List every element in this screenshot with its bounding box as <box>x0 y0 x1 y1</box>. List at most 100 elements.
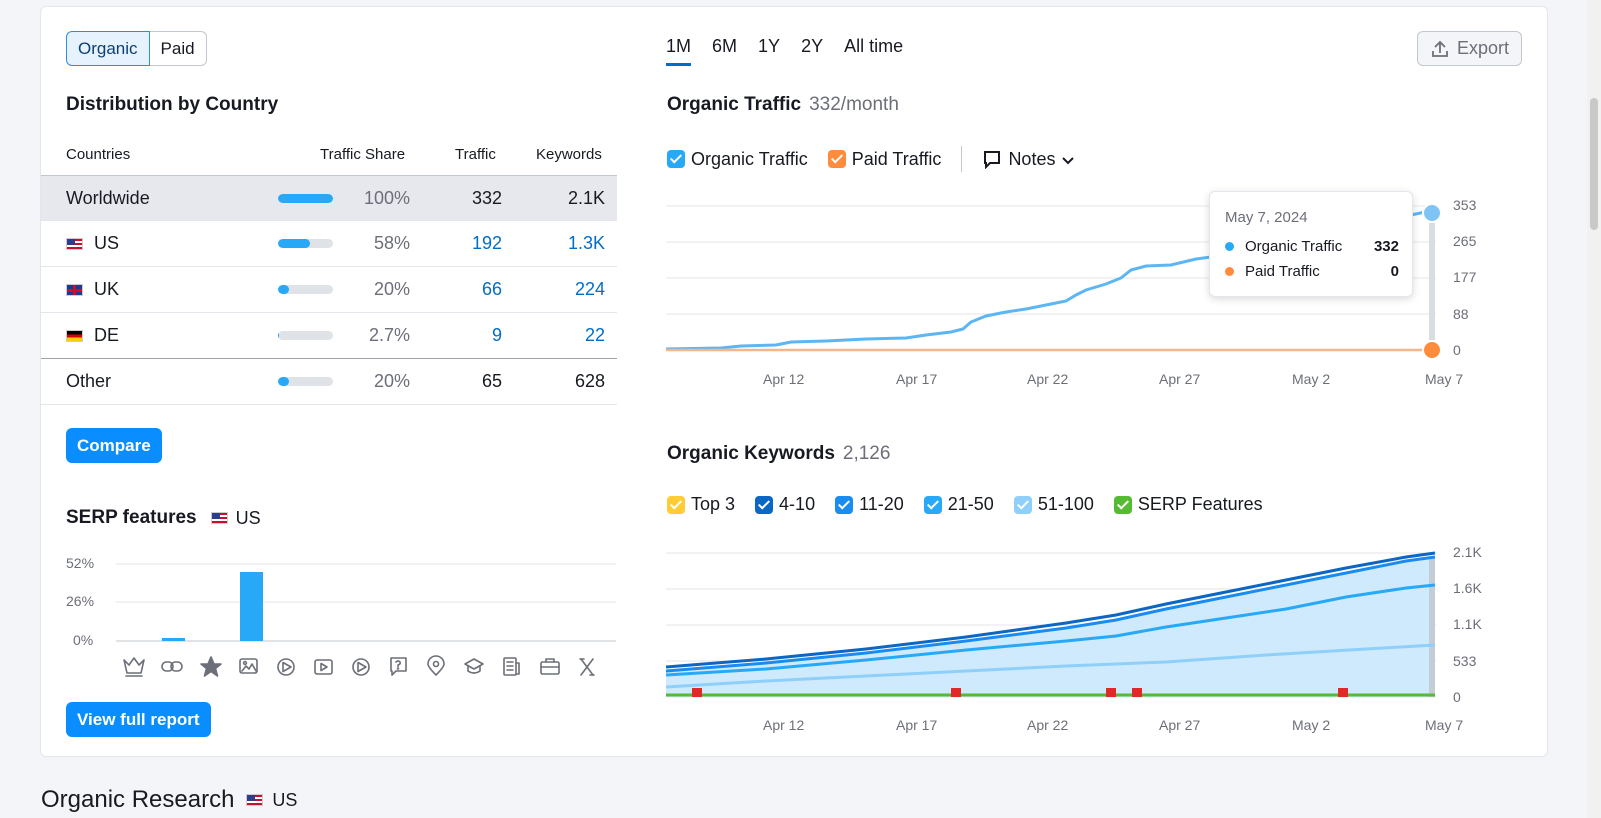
table-row-de[interactable]: DE 2.7% 9 22 <box>41 313 617 359</box>
keywords-y-tick: 2.1K <box>1453 544 1482 560</box>
keywords-x-tick: Apr 17 <box>896 717 938 733</box>
x-icon[interactable] <box>579 658 595 676</box>
traffic-link[interactable]: 192 <box>471 233 502 253</box>
share-value: 20% <box>373 279 410 299</box>
crown-icon[interactable] <box>123 657 145 677</box>
legend-top-3[interactable]: Top 3 <box>667 494 735 515</box>
news-icon[interactable] <box>503 657 520 676</box>
checkbox-icon <box>835 495 854 514</box>
legend-serp-features[interactable]: SERP Features <box>1113 494 1263 515</box>
traffic-link[interactable]: 9 <box>491 325 502 345</box>
checkbox-icon <box>755 495 774 514</box>
scrollbar-thumb[interactable] <box>1590 98 1598 230</box>
uk-flag-icon <box>66 283 83 296</box>
share-value: 100% <box>363 188 410 208</box>
notes-icon <box>984 151 1001 169</box>
table-row-us[interactable]: US 58% 192 1.3K <box>41 221 617 267</box>
tab-6m[interactable]: 6M <box>712 36 738 56</box>
traffic-x-tick: Apr 17 <box>896 371 938 387</box>
star-icon[interactable] <box>200 656 222 677</box>
serp-title: SERP features <box>66 507 197 528</box>
education-icon[interactable] <box>464 658 484 674</box>
view-full-report-button[interactable]: View full report <box>66 702 211 737</box>
organic-research-title: Organic Research <box>41 786 235 813</box>
share-bar <box>278 239 333 248</box>
checkbox-icon <box>667 150 685 168</box>
link-icon[interactable] <box>161 661 183 672</box>
image-icon[interactable] <box>239 658 258 674</box>
traffic-x-tick: Apr 22 <box>1027 371 1069 387</box>
serp-y-tick: 52% <box>66 555 95 571</box>
us-flag-icon <box>210 512 228 524</box>
period-tabs: 1M 6M 1Y 2Y All time <box>666 36 924 66</box>
keywords-x-tick: May 2 <box>1292 717 1331 733</box>
keywords-value: 628 <box>574 371 605 391</box>
serp-y-tick: 26% <box>66 593 95 609</box>
note-flag-icon[interactable] <box>1106 688 1116 697</box>
tab-1y[interactable]: 1Y <box>758 36 781 56</box>
legend-paid-traffic[interactable]: Paid Traffic <box>827 149 941 170</box>
legend-51-100[interactable]: 51-100 <box>1013 494 1094 515</box>
tab-2y[interactable]: 2Y <box>801 36 824 56</box>
export-icon <box>1432 40 1448 57</box>
traffic-value: 332 <box>471 188 502 208</box>
legend-divider <box>961 146 963 172</box>
legend-11-20[interactable]: 11-20 <box>835 494 904 515</box>
note-flag-icon[interactable] <box>951 688 961 697</box>
keywords-link[interactable]: 22 <box>584 325 605 345</box>
organic-paid-toggle: Organic Paid <box>66 31 207 66</box>
serp-country: US <box>235 507 261 528</box>
compare-button[interactable]: Compare <box>66 428 162 463</box>
checkbox-icon <box>667 495 685 514</box>
legend-organic-traffic[interactable]: Organic Traffic <box>667 149 808 170</box>
keywords-11-20-line[interactable] <box>666 555 1436 673</box>
video-player-icon[interactable] <box>314 659 333 675</box>
col-keywords[interactable]: Keywords <box>536 146 602 163</box>
serp-bar-image[interactable] <box>240 572 263 641</box>
country-name: Other <box>66 371 112 391</box>
keywords-link[interactable]: 224 <box>574 279 605 299</box>
tab-all-time[interactable]: All time <box>844 36 904 56</box>
traffic-link[interactable]: 66 <box>481 279 502 299</box>
col-countries: Countries <box>66 146 131 163</box>
tab-1m[interactable]: 1M <box>666 36 692 66</box>
play-icon[interactable] <box>352 658 370 676</box>
table-row-worldwide[interactable]: Worldwide 100% 332 2.1K <box>41 175 617 221</box>
col-traffic[interactable]: Traffic <box>455 146 496 163</box>
keywords-link[interactable]: 1.3K <box>567 233 605 253</box>
share-value: 20% <box>373 371 410 391</box>
organic-hover-dot[interactable] <box>1422 203 1442 223</box>
organic-toggle[interactable]: Organic <box>66 31 150 66</box>
traffic-y-tick: 88 <box>1453 306 1469 322</box>
keywords-x-tick: Apr 22 <box>1027 717 1069 733</box>
keywords-4-10-line[interactable] <box>666 551 1436 669</box>
serp-bar-link[interactable] <box>162 638 185 641</box>
legend-4-10[interactable]: 4-10 <box>755 494 815 515</box>
table-row-uk[interactable]: UK 20% 66 224 <box>41 267 617 313</box>
share-value: 2.7% <box>368 325 410 345</box>
export-label: Export <box>1457 38 1510 58</box>
checkbox-icon <box>923 495 942 514</box>
keywords-21-50-line[interactable] <box>666 583 1436 677</box>
paid-hover-dot[interactable] <box>1422 340 1442 360</box>
paid-toggle[interactable]: Paid <box>149 31 207 66</box>
organic-dot-icon <box>1225 242 1234 251</box>
keywords-51-100-line[interactable] <box>666 643 1436 689</box>
keywords-y-tick: 1.6K <box>1453 580 1482 596</box>
traffic-x-tick: May 2 <box>1292 371 1331 387</box>
location-icon[interactable] <box>427 655 445 676</box>
note-flag-icon[interactable] <box>692 688 702 697</box>
page-scrollbar[interactable] <box>1587 0 1601 818</box>
export-button[interactable]: Export <box>1417 31 1522 66</box>
jobs-icon[interactable] <box>540 658 560 675</box>
note-flag-icon[interactable] <box>1338 688 1348 697</box>
keywords-legend: Top 3 4-10 11-20 21-50 51-100 SERP Featu… <box>667 494 1283 515</box>
note-flag-icon[interactable] <box>1132 688 1142 697</box>
faq-icon[interactable] <box>390 657 407 676</box>
video-icon[interactable] <box>277 658 295 676</box>
share-bar <box>278 331 333 340</box>
legend-21-50[interactable]: 21-50 <box>923 494 994 515</box>
col-traffic-share[interactable]: Traffic Share <box>320 146 406 163</box>
distribution-title: Distribution by Country <box>66 94 279 115</box>
notes-dropdown[interactable]: Notes <box>982 149 1075 170</box>
